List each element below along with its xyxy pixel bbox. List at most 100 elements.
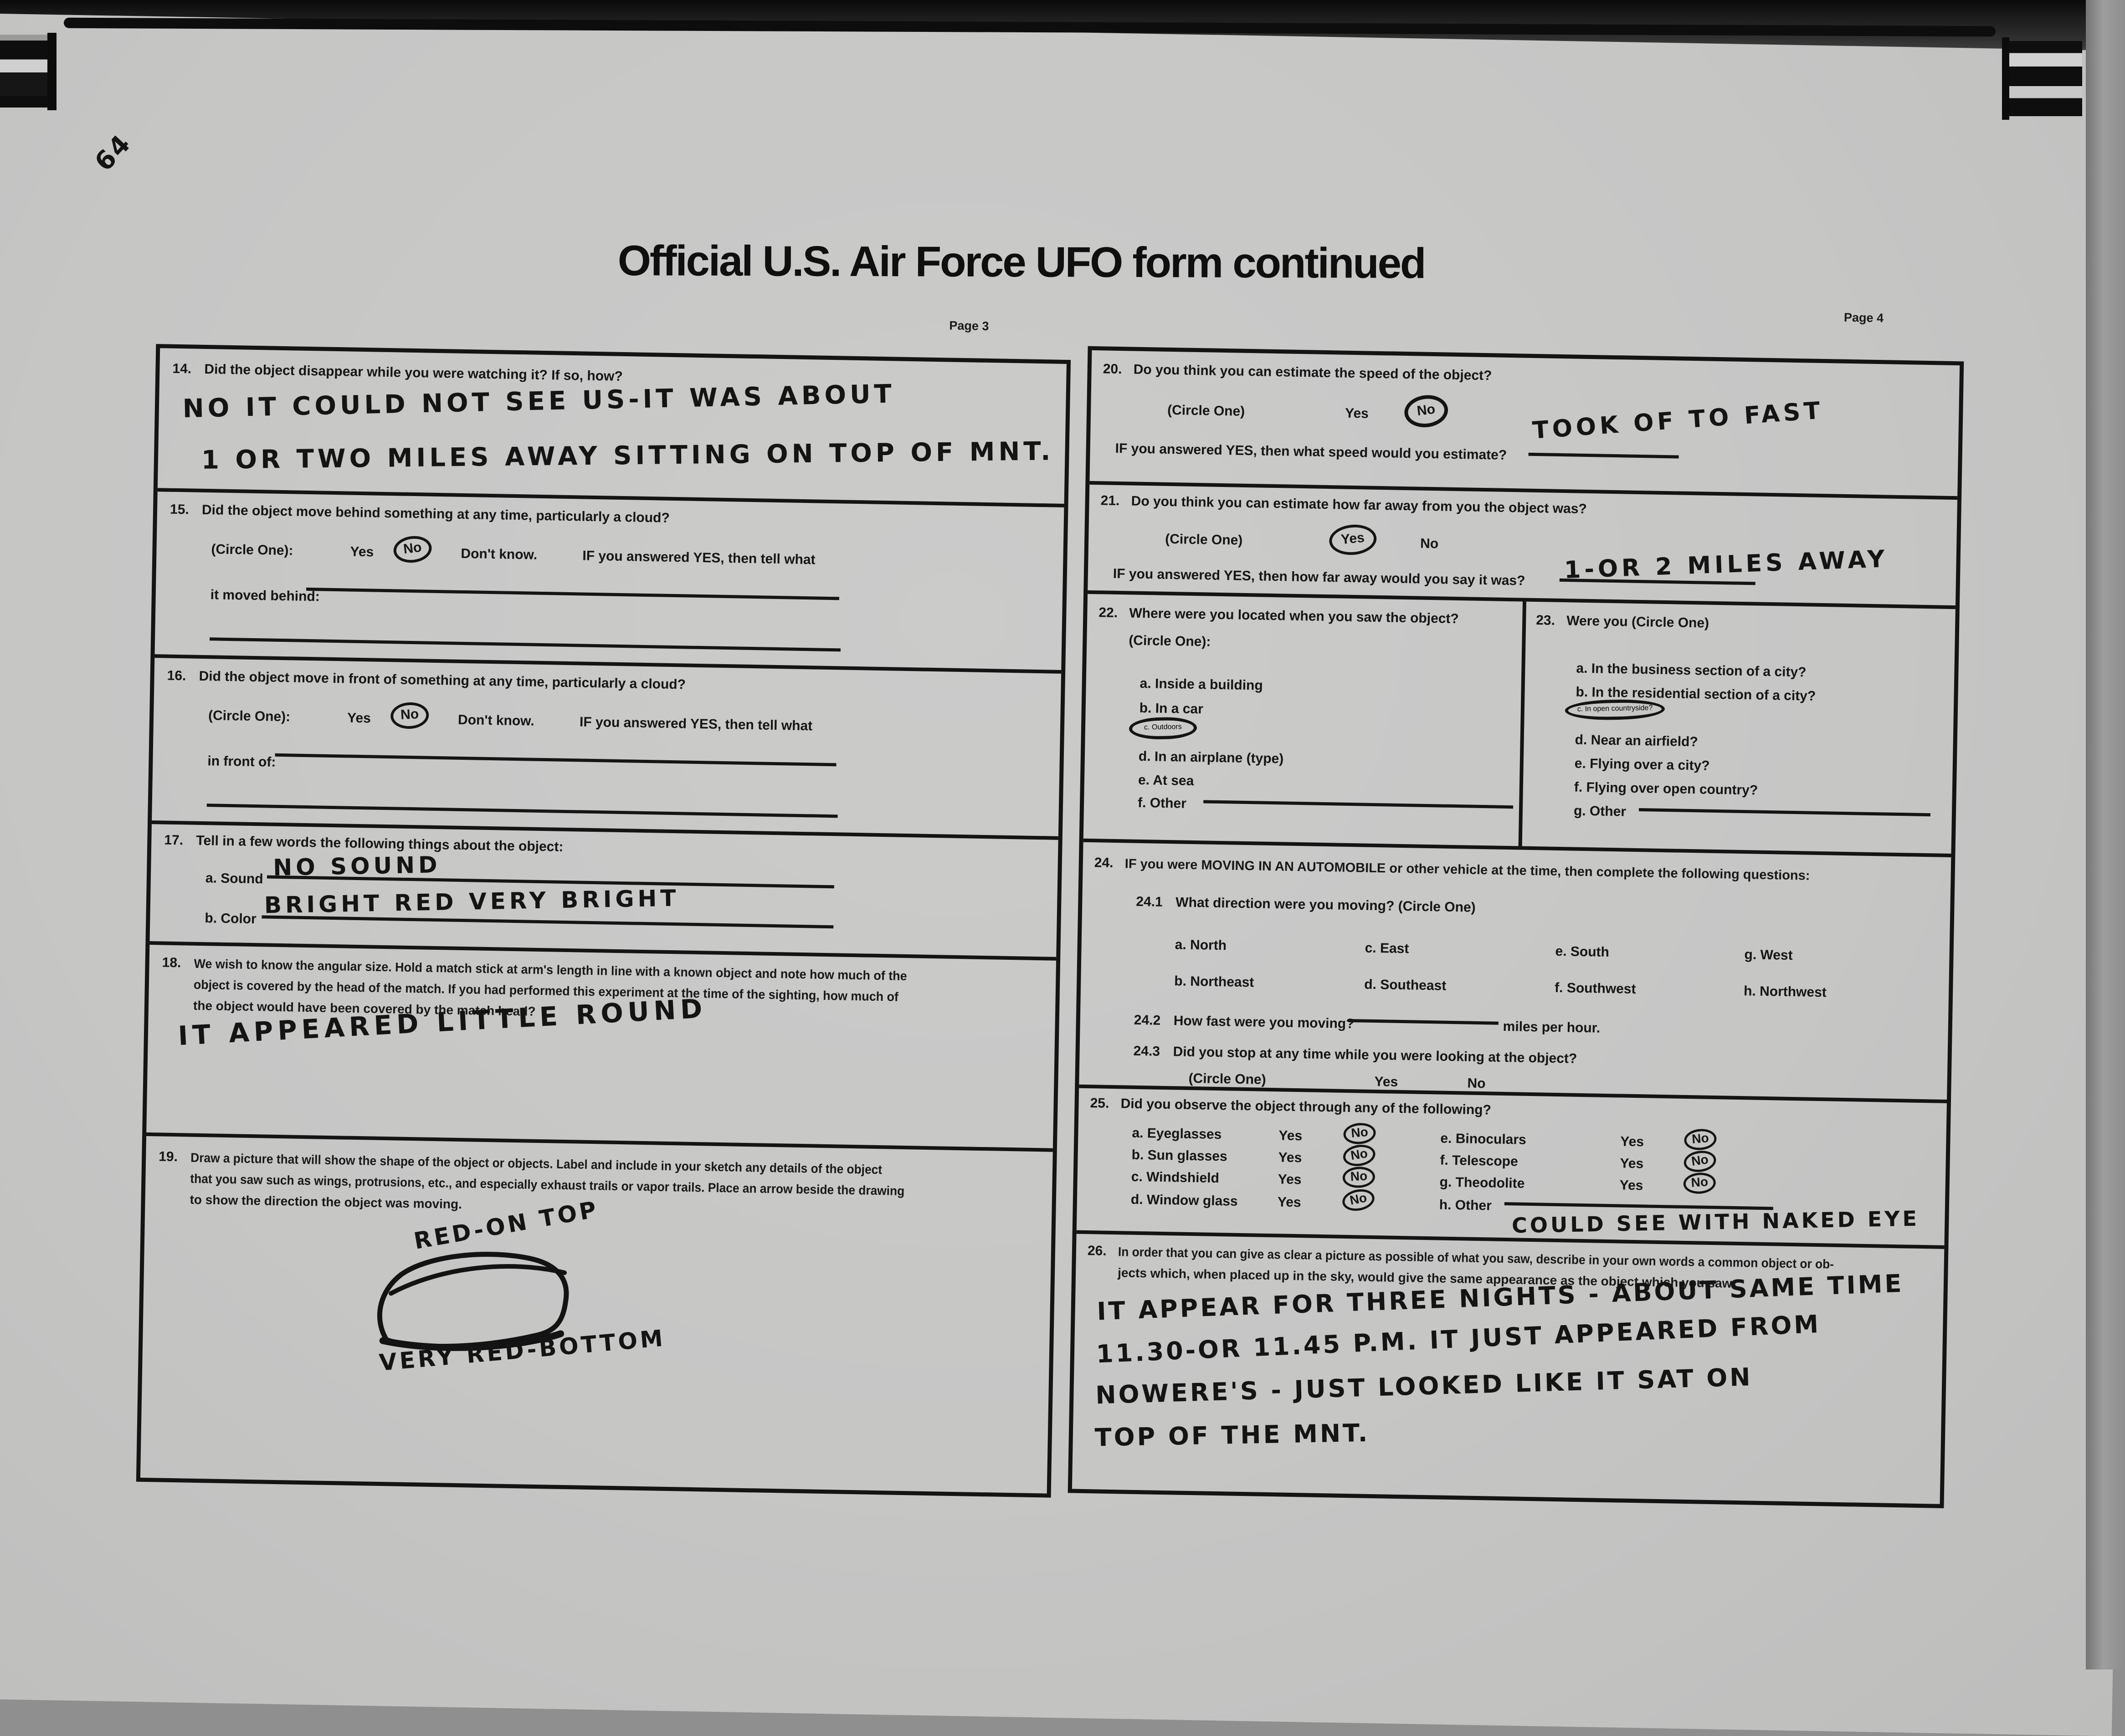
- q22-option-a: a. Inside a building: [1139, 676, 1263, 693]
- q22-option-f: f. Other: [1137, 795, 1187, 811]
- q19-text-line3: to show the direction the object was mov…: [190, 1192, 462, 1212]
- q17a-label: a. Sound: [205, 871, 263, 887]
- q25-sunglasses-no-circled: No: [1341, 1142, 1377, 1168]
- question-20: 20. Do you think you can estimate the sp…: [1089, 350, 1960, 500]
- q15-dont-know-label: Don't know.: [461, 546, 538, 563]
- page-title: Official U.S. Air Force UFO form continu…: [617, 236, 1425, 287]
- q16-yes-label: Yes: [347, 710, 371, 726]
- q15-ruled-line: [210, 637, 841, 652]
- q25-item-binoculars: e. Binoculars: [1440, 1131, 1527, 1147]
- q25-number: 25.: [1090, 1096, 1109, 1111]
- q16-dont-know-label: Don't know.: [457, 712, 535, 729]
- q26-answer-line3: NOWERE'S - JUST LOOKED LIKE IT SAT ON: [1095, 1362, 1753, 1410]
- question-19: 19. Draw a picture that will show the sh…: [140, 1136, 1053, 1494]
- question-16: 16. Did the object move in front of some…: [152, 658, 1062, 840]
- q20-number: 20.: [1103, 361, 1122, 377]
- q22-option-b: b. In a car: [1139, 700, 1204, 717]
- q17-text: Tell in a few words the following things…: [196, 833, 564, 855]
- form-page3-box: 14. Did the object disappear while you w…: [136, 344, 1071, 1498]
- q15-yes-label: Yes: [350, 544, 374, 560]
- q25-telescope-yes: Yes: [1620, 1156, 1644, 1172]
- q16-text: Did the object move in front of somethin…: [199, 668, 686, 692]
- q24-2-blank: [1348, 1019, 1499, 1025]
- q23-option-c-circled: c. In open countryside?: [1565, 699, 1665, 721]
- q23-option-a: a. In the business section of a city?: [1576, 661, 1807, 680]
- q25-theodolite-no-circled: No: [1683, 1172, 1717, 1195]
- q23-other-blank: [1638, 808, 1931, 817]
- q16-if-yes-label: IF you answered YES, then tell what: [579, 714, 813, 734]
- q25-item-theodolite: g. Theodolite: [1439, 1174, 1525, 1191]
- q25-telescope-no-circled: No: [1682, 1148, 1718, 1174]
- question-21: 21. Do you think you can estimate how fa…: [1088, 484, 1958, 609]
- q24-2-text: How fast were you moving?: [1173, 1013, 1355, 1032]
- q17b-answer: BRIGHT RED VERY BRIGHT: [264, 885, 680, 919]
- q26-number: 26.: [1087, 1243, 1107, 1259]
- q21-text: Do you think you can estimate how far aw…: [1131, 493, 1587, 517]
- q14-text: Did the object disappear while you were …: [204, 361, 623, 384]
- question-18: 18. We wish to know the angular size. Ho…: [146, 945, 1057, 1152]
- ufo-sketch: [377, 1252, 569, 1351]
- q16-lead-label: in front of:: [207, 753, 276, 770]
- q24-1-text: What direction were you moving? (Circle …: [1175, 895, 1476, 915]
- question-15: 15. Did the object move behind something…: [154, 492, 1064, 674]
- q25-other-answer: COULD SEE WITH NAKED EYE: [1511, 1206, 1920, 1238]
- q16-ruled-line: [206, 804, 838, 818]
- q16-no-circled: No: [390, 701, 430, 730]
- q21-no-label: No: [1420, 536, 1439, 552]
- q25-other-blank: [1504, 1202, 1773, 1210]
- q25-item-eyeglasses: a. Eyeglasses: [1132, 1125, 1222, 1142]
- q24-dir-southwest: f. Southwest: [1554, 980, 1636, 997]
- q16-number: 16.: [167, 668, 186, 684]
- q22-circle-one-label: (Circle One):: [1129, 633, 1211, 650]
- q25-windowglass-no-circled: No: [1340, 1187, 1377, 1214]
- q24-dir-southeast: d. Southeast: [1364, 977, 1447, 993]
- q25-text: Did you observe the object through any o…: [1120, 1096, 1492, 1118]
- question-22-23-row: 22. Where were you located when you saw …: [1083, 594, 1956, 858]
- film-frame-number: 64: [89, 128, 138, 177]
- q24-dir-northwest: h. Northwest: [1743, 983, 1827, 1000]
- q15-if-yes-label: IF you answered YES, then tell what: [582, 548, 816, 568]
- q21-prompt: IF you answered YES, then how far away w…: [1113, 566, 1525, 589]
- q25-sunglasses-yes: Yes: [1278, 1150, 1302, 1166]
- q17b-label: b. Color: [205, 911, 257, 927]
- q24-3-number: 24.3: [1133, 1043, 1160, 1059]
- question-26: 26. In order that you can give as clear …: [1072, 1234, 1944, 1504]
- film-edge-right: [2086, 0, 2125, 1669]
- q22-other-blank: [1203, 800, 1514, 809]
- q25-item-telescope: f. Telescope: [1440, 1152, 1518, 1169]
- q15-number: 15.: [169, 502, 190, 517]
- q15-lead-label: it moved behind:: [210, 587, 320, 604]
- question-14: 14. Did the object disappear while you w…: [157, 348, 1067, 507]
- q24-1-number: 24.1: [1136, 894, 1163, 910]
- q23-option-f: f. Flying over open country?: [1574, 779, 1758, 798]
- q17b-blank: [262, 915, 834, 929]
- q20-answer: TOOK OF TO FAST: [1531, 397, 1825, 445]
- q24-3-yes-label: Yes: [1374, 1074, 1398, 1090]
- q23-text: Were you (Circle One): [1566, 613, 1709, 631]
- q20-text: Do you think you can estimate the speed …: [1133, 362, 1492, 384]
- q23-option-c: c. In open countryside?: [1577, 704, 1653, 713]
- q23-option-e: e. Flying over a city?: [1574, 756, 1710, 773]
- q25-binoculars-no-circled: No: [1683, 1127, 1718, 1152]
- q17-number: 17.: [164, 832, 184, 848]
- form-page4-box: 20. Do you think you can estimate the sp…: [1068, 346, 1964, 1508]
- q25-windshield-no-circled: No: [1342, 1166, 1376, 1189]
- q25-theodolite-yes: Yes: [1619, 1178, 1643, 1193]
- q25-windshield-yes: Yes: [1278, 1172, 1302, 1188]
- q23-option-d: d. Near an airfield?: [1575, 732, 1699, 750]
- q22-q23-divider: [1518, 601, 1526, 846]
- q15-no-circled: No: [392, 534, 433, 565]
- q14-answer-line2: 1 OR TWO MILES AWAY SITTING ON TOP OF MN…: [201, 436, 1054, 475]
- q26-answer-line4: TOP OF THE MNT.: [1094, 1418, 1370, 1452]
- q22-text: Where were you located when you saw the …: [1129, 605, 1459, 627]
- q15-circle-one-label: (Circle One):: [211, 542, 293, 558]
- q25-item-sunglasses: b. Sun glasses: [1131, 1147, 1227, 1164]
- q18-number: 18.: [162, 955, 181, 971]
- q14-answer-line1: NO IT COULD NOT SEE US-IT WAS ABOUT: [182, 379, 896, 424]
- q24-3-circle-one-label: (Circle One): [1188, 1070, 1266, 1087]
- q16-circle-one-label: (Circle One):: [208, 708, 291, 725]
- q25-binoculars-yes: Yes: [1620, 1134, 1644, 1150]
- q21-yes-circled: Yes: [1328, 522, 1378, 557]
- q24-3-text: Did you stop at any time while you were …: [1173, 1044, 1577, 1066]
- q22-option-c-circled: c. Outdoors: [1129, 717, 1197, 740]
